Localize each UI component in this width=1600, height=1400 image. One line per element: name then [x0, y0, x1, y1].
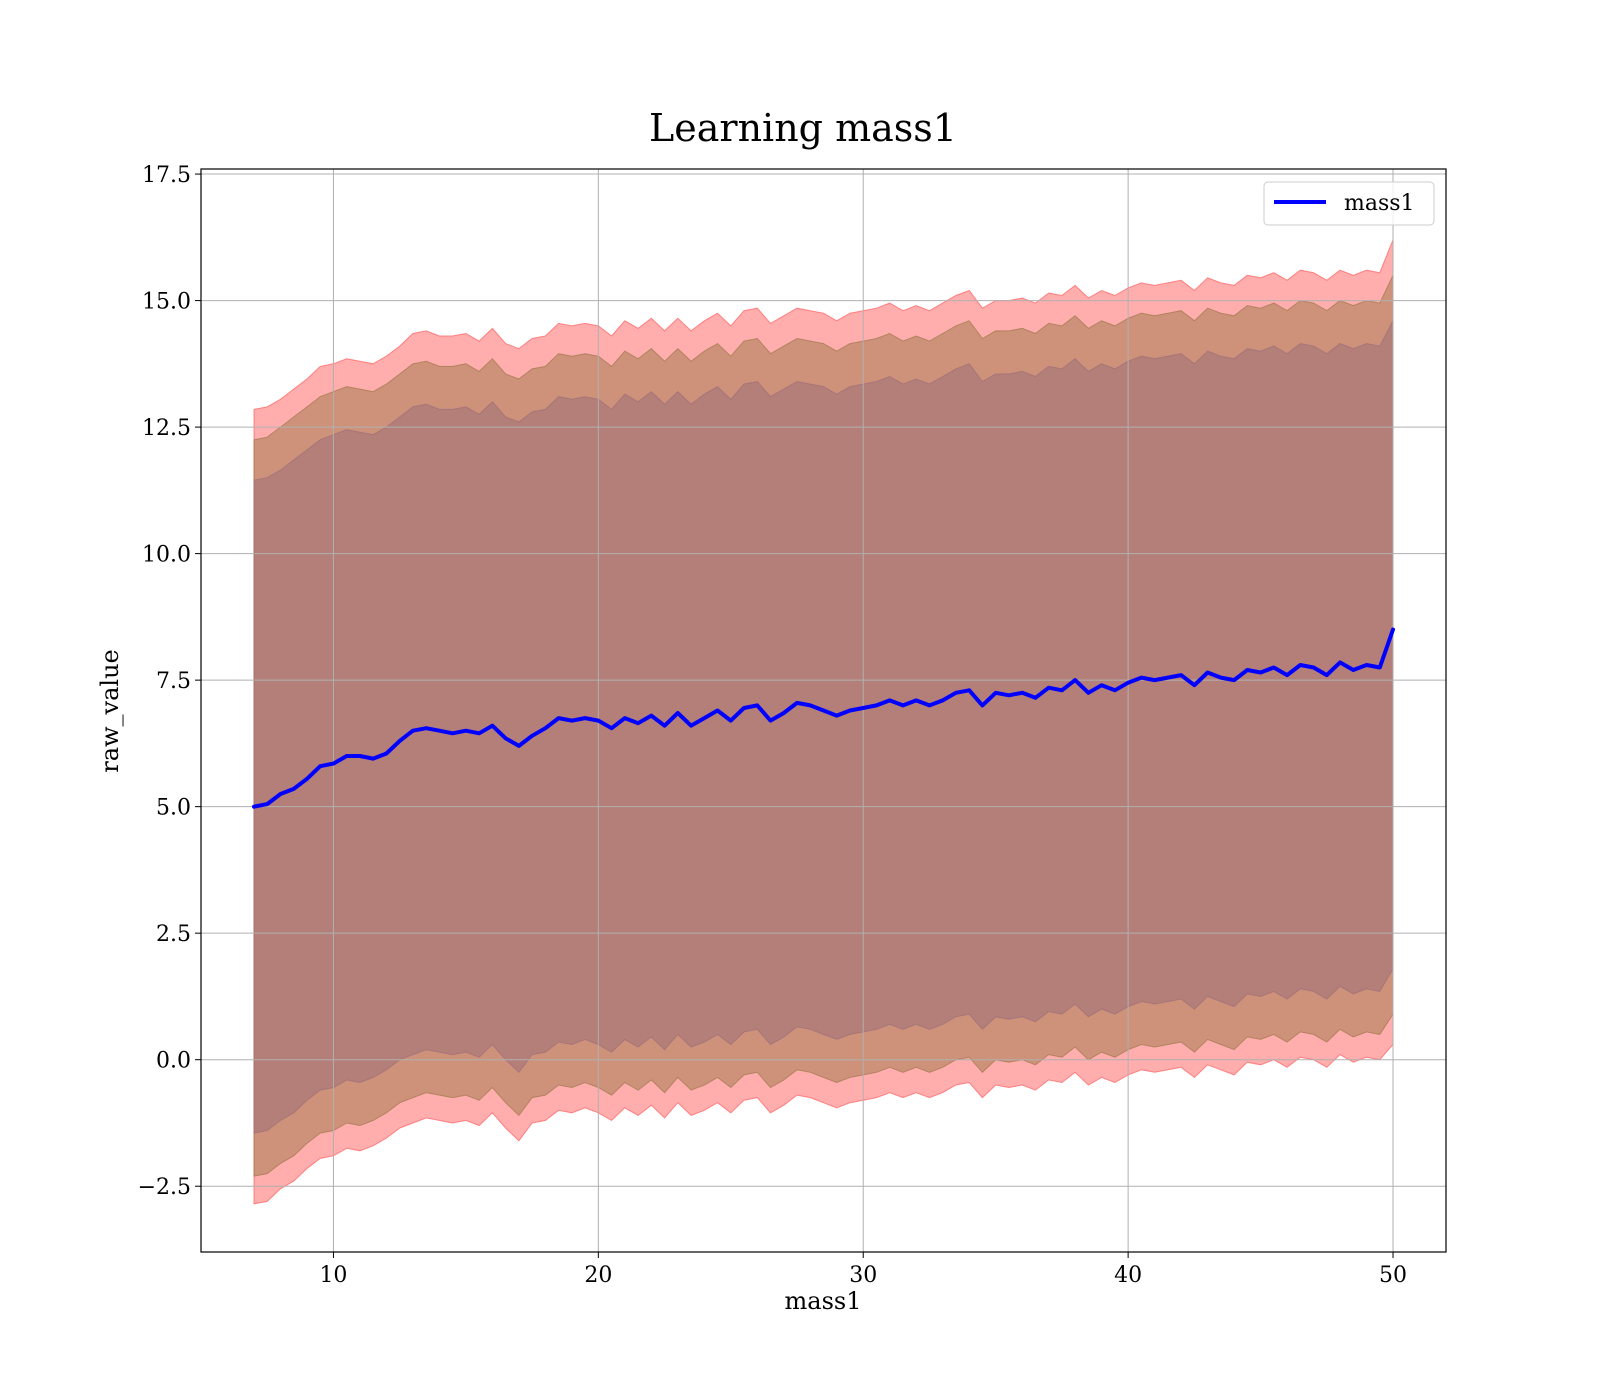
legend: mass1: [1263, 181, 1435, 226]
x-axis-label: mass1: [785, 1287, 862, 1315]
y-tick-label-2: 2.5: [156, 922, 191, 947]
x-tick-label-2: 30: [849, 1263, 877, 1288]
y-axis-label: raw_value: [96, 649, 124, 773]
y-tick-label-0: −2.5: [138, 1175, 191, 1200]
x-tick-label-3: 40: [1114, 1263, 1142, 1288]
y-tick-label-7: 15.0: [142, 290, 191, 315]
grid-lines: [201, 169, 1446, 1252]
x-tick-label-4: 50: [1379, 1263, 1407, 1288]
legend-box: [1263, 181, 1435, 226]
chart-title: Learning mass1: [649, 106, 957, 150]
y-axis-ticks: −2.5 0.0 2.5 5.0 7.5 10.0 12.5 15.0 17.5: [138, 163, 201, 1200]
plot-frame: [200, 168, 1447, 1253]
confidence-bands: [253, 239, 1394, 1205]
series-line-mass1: [252, 627, 1395, 809]
y-tick-label-8: 17.5: [142, 163, 191, 188]
x-axis-ticks: 10 20 30 40 50: [319, 1252, 1407, 1288]
legend-label-mass1: mass1: [1344, 191, 1415, 216]
y-tick-label-6: 12.5: [142, 416, 191, 441]
y-tick-label-5: 10.0: [142, 543, 191, 568]
y-tick-label-3: 5.0: [156, 796, 191, 821]
y-tick-label-1: 0.0: [156, 1049, 191, 1074]
x-tick-label-1: 20: [584, 1263, 612, 1288]
series-lines: [252, 627, 1395, 809]
x-tick-label-0: 10: [319, 1263, 347, 1288]
y-tick-label-4: 7.5: [156, 669, 191, 694]
